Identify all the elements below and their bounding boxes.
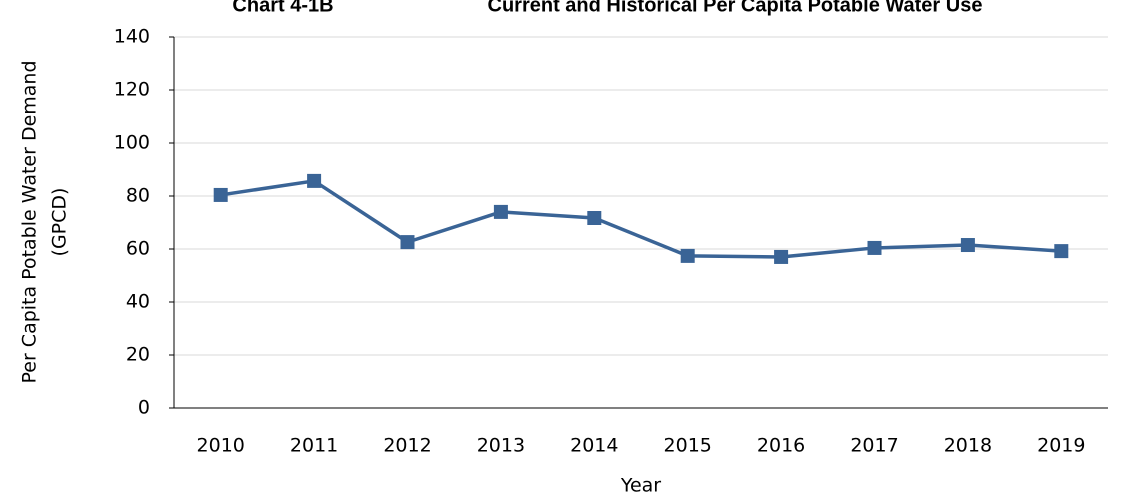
x-tick-label: 2017 (850, 435, 898, 457)
marker (1054, 244, 1069, 259)
chart-title: Current and Historical Per Capita Potabl… (488, 0, 983, 16)
marker (493, 204, 508, 219)
marker (867, 240, 882, 255)
y-tick-label: 60 (126, 238, 150, 260)
y-axis-label: Per Capita Potable Water Demand (19, 60, 41, 383)
marker (400, 235, 415, 250)
x-tick-label: 2016 (757, 435, 805, 457)
y-tick-label: 140 (114, 26, 150, 48)
x-tick-label: 2019 (1037, 435, 1085, 457)
x-tick-label: 2015 (664, 435, 712, 457)
marker (680, 248, 695, 263)
x-tick-label: 2018 (944, 435, 992, 457)
x-axis-label: Year (620, 475, 661, 497)
y-tick-label: 120 (114, 79, 150, 101)
y-tick-label: 80 (126, 185, 150, 207)
marker (774, 249, 789, 264)
chart-label: Chart 4-1B (232, 0, 333, 16)
y-tick-label: 40 (126, 291, 150, 313)
line (220, 179, 1062, 259)
marker (307, 173, 322, 188)
y-tick-label: 0 (138, 397, 150, 419)
y-axis-label: (GPCD) (49, 188, 71, 257)
marker (587, 210, 602, 225)
x-tick-label: 2011 (290, 435, 338, 457)
y-tick-label: 20 (126, 344, 150, 366)
x-tick-label: 2010 (197, 435, 245, 457)
marker (960, 238, 975, 253)
marker (213, 187, 228, 202)
x-tick-label: 2013 (477, 435, 525, 457)
y-tick-label: 100 (114, 132, 150, 154)
x-tick-label: 2014 (570, 435, 618, 457)
x-tick-label: 2012 (383, 435, 431, 457)
